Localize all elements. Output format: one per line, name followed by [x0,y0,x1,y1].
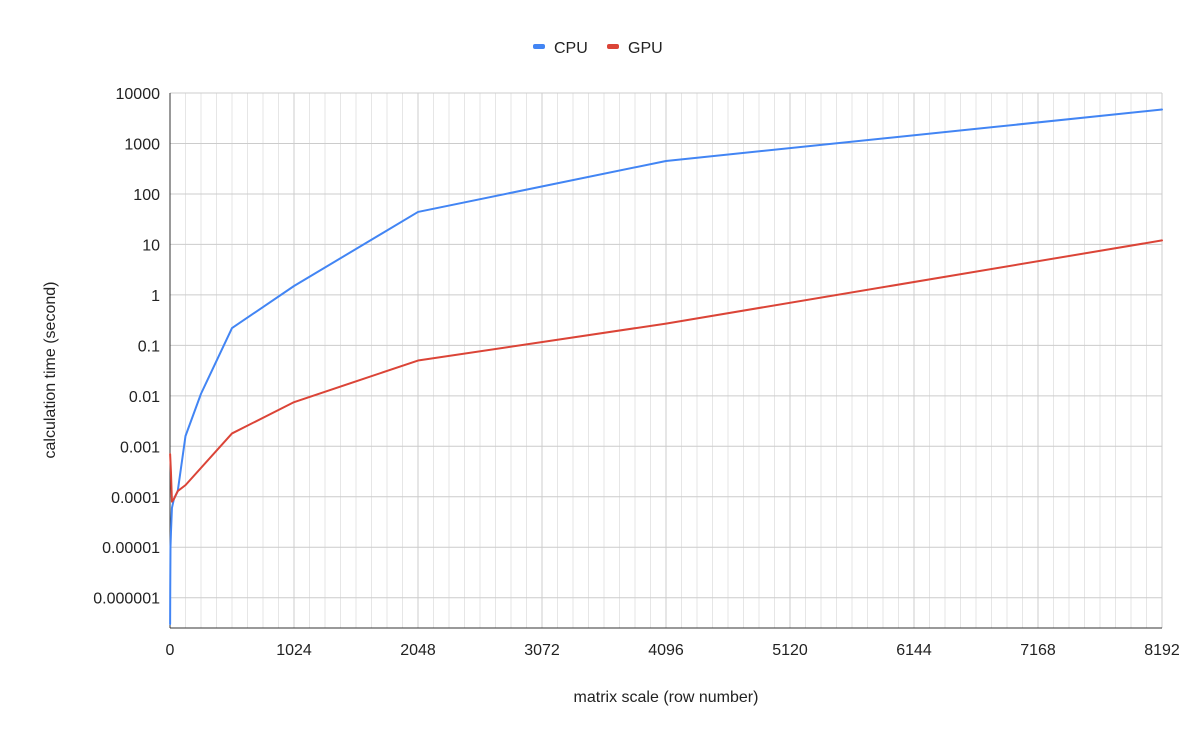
x-axis-title: matrix scale (row number) [574,689,759,706]
y-tick-label: 0.000001 [93,591,160,608]
legend-label-gpu: GPU [628,40,663,57]
y-tick-label: 0.1 [138,338,160,355]
y-tick-label: 10000 [116,86,161,103]
series-line-cpu [169,108,1163,626]
y-tick-label: 0.00001 [102,540,160,557]
y-tick-label: 10 [142,237,160,254]
y-tick-label: 0.0001 [111,490,160,507]
legend-swatch-cpu [533,44,545,49]
y-tick-label: 0.01 [129,389,160,406]
y-tick-labels: 0.000001 0.00001 0.0001 0.001 0.01 0.1 1 10 100 1… [93,86,160,608]
x-tick-label: 3072 [524,642,560,659]
y-tick-label: 0.001 [120,439,160,456]
x-tick-label: 1024 [276,642,312,659]
x-tick-label: 7168 [1020,642,1056,659]
x-tick-label: 4096 [648,642,684,659]
legend-swatch-gpu [607,44,619,49]
minor-grid [185,93,1147,628]
y-tick-label: 1000 [124,136,160,153]
x-tick-label: 0 [166,642,175,659]
major-grid [169,92,1163,629]
x-tick-labels: 0 1024 2048 3072 4096 5120 6144 7168 8192 [166,642,1180,659]
x-tick-label: 2048 [400,642,436,659]
series-line-gpu [169,239,1163,503]
x-tick-label: 6144 [896,642,932,659]
series-lines [169,108,1163,626]
y-tick-label: 1 [151,288,160,305]
x-tick-label: 8192 [1144,642,1180,659]
legend: CPU GPU [533,40,663,57]
legend-label-cpu: CPU [554,40,588,57]
y-tick-label: 100 [133,187,160,204]
x-tick-label: 5120 [772,642,808,659]
y-axis-title: calculation time (second) [42,282,59,459]
